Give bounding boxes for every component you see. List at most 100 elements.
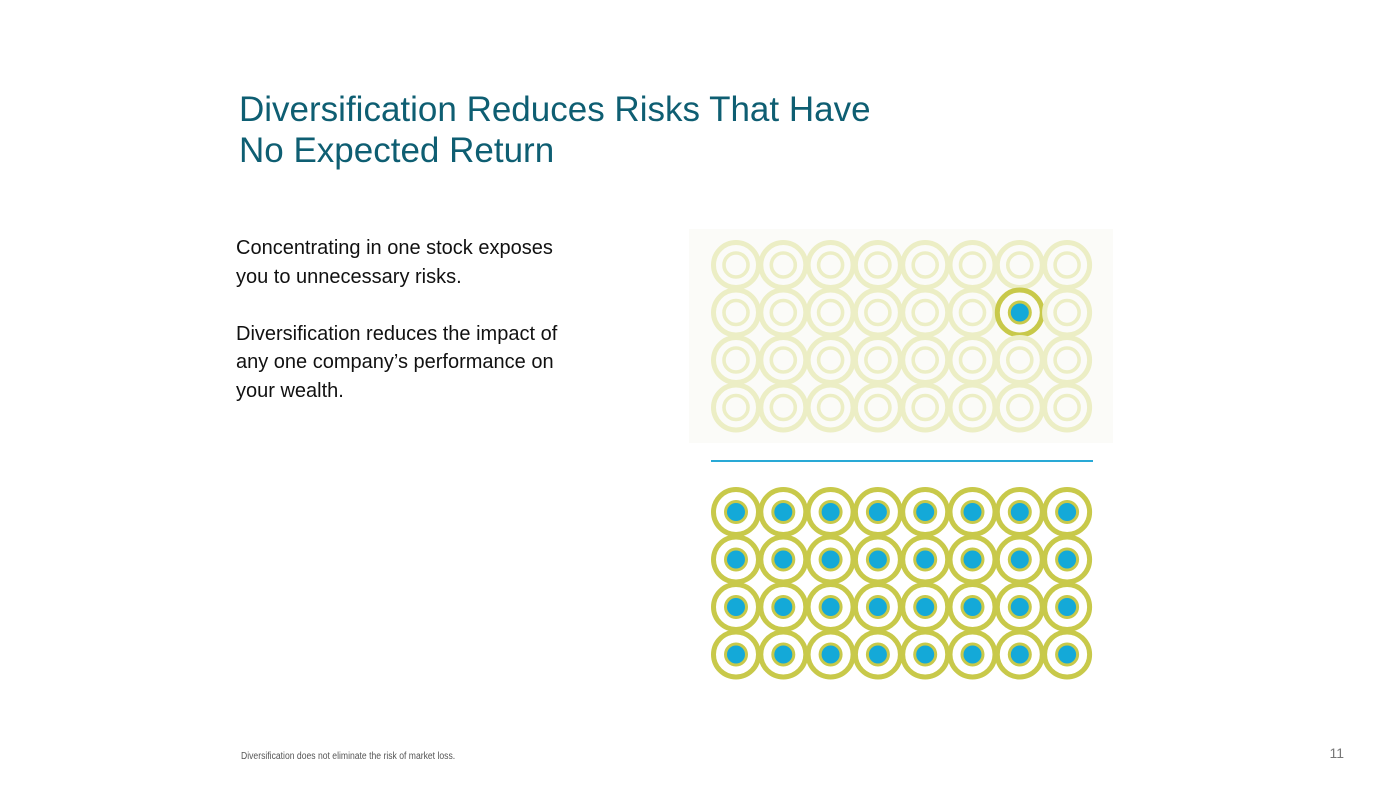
outer-ring bbox=[900, 382, 951, 433]
outer-ring bbox=[805, 240, 856, 290]
concentrated-ring-2-3 bbox=[805, 287, 856, 338]
diversified-ring-3-7 bbox=[994, 582, 1045, 632]
concentrated-ring-2-1 bbox=[711, 287, 761, 338]
concentrated-ring-1-4 bbox=[852, 240, 903, 290]
concentrated-ring-3-4 bbox=[852, 335, 903, 385]
outer-ring bbox=[947, 287, 998, 338]
outer-ring bbox=[1042, 335, 1093, 385]
outer-ring bbox=[852, 240, 903, 290]
diversified-ring-3-1 bbox=[711, 582, 761, 632]
inner-ring bbox=[958, 393, 987, 422]
diversified-ring-4-5 bbox=[900, 629, 951, 680]
diversified-ring-1-2 bbox=[758, 487, 809, 537]
concentrated-ring-2-8 bbox=[1042, 287, 1093, 338]
slide-title-line-2: No Expected Return bbox=[239, 131, 555, 170]
outer-ring bbox=[758, 335, 809, 385]
concentrated-ring-2-5 bbox=[900, 287, 951, 338]
inner-ring bbox=[864, 251, 892, 279]
outer-ring bbox=[994, 240, 1045, 290]
inner-ring bbox=[1005, 251, 1034, 279]
body-paragraph-diversification: Diversification reduces the impact of an… bbox=[236, 320, 616, 406]
outer-ring bbox=[711, 287, 761, 338]
diversified-ring-3-8 bbox=[1042, 582, 1093, 632]
inner-ring bbox=[722, 393, 750, 422]
concentrated-ring-4-2 bbox=[758, 382, 809, 433]
slide-title-line-1: Diversification Reduces Risks That Have bbox=[239, 90, 871, 129]
page-number: 11 bbox=[1329, 745, 1344, 761]
inner-ring bbox=[958, 251, 987, 279]
concentrated-ring-1-5 bbox=[900, 240, 951, 290]
outer-ring bbox=[1042, 629, 1093, 680]
inner-ring bbox=[816, 393, 845, 422]
inner-ring bbox=[816, 346, 845, 374]
outer-ring bbox=[900, 335, 951, 385]
diversified-ring-4-3 bbox=[805, 629, 856, 680]
outer-ring bbox=[805, 382, 856, 433]
core-dot bbox=[1010, 303, 1029, 322]
core-dot bbox=[868, 550, 887, 569]
core-dot bbox=[774, 503, 793, 521]
diversified-ring-1-3 bbox=[805, 487, 856, 537]
diversified-ring-4-6 bbox=[947, 629, 998, 680]
inner-ring bbox=[769, 251, 798, 279]
inner-ring bbox=[769, 393, 798, 422]
outer-ring bbox=[947, 240, 998, 290]
slide-title: Diversification Reduces Risks That Have … bbox=[239, 89, 939, 171]
outer-ring bbox=[900, 287, 951, 338]
diversified-ring-2-7 bbox=[994, 534, 1045, 585]
inner-ring bbox=[911, 346, 939, 374]
concentrated-ring-1-1 bbox=[711, 240, 761, 290]
diversified-portfolio-graphic bbox=[689, 476, 1113, 690]
concentrated-ring-3-5 bbox=[900, 335, 951, 385]
diversified-ring-4-2 bbox=[758, 629, 809, 680]
inner-ring bbox=[864, 393, 892, 422]
diversified-rings-grid bbox=[711, 487, 1093, 680]
inner-ring bbox=[769, 298, 798, 327]
concentrated-ring-1-3 bbox=[805, 240, 856, 290]
inner-ring bbox=[911, 393, 939, 422]
core-dot bbox=[963, 503, 982, 521]
core-dot bbox=[868, 598, 887, 616]
concentrated-ring-4-4 bbox=[852, 382, 903, 433]
footnote-disclaimer: Diversification does not eliminate the r… bbox=[241, 751, 456, 762]
outer-ring bbox=[805, 287, 856, 338]
outer-ring bbox=[758, 287, 809, 338]
core-dot bbox=[1010, 503, 1029, 521]
outer-ring bbox=[947, 382, 998, 433]
outer-ring bbox=[852, 335, 903, 385]
outer-ring bbox=[852, 382, 903, 433]
concentrated-ring-4-8 bbox=[1042, 382, 1093, 433]
diversified-ring-4-4 bbox=[852, 629, 903, 680]
outer-ring bbox=[994, 335, 1045, 385]
outer-ring bbox=[758, 382, 809, 433]
inner-ring bbox=[1005, 393, 1034, 422]
core-dot bbox=[821, 550, 840, 569]
outer-ring bbox=[711, 382, 761, 433]
concentrated-ring-4-7 bbox=[994, 382, 1045, 433]
body-paragraph-2-line-2: any one company’s performance on bbox=[236, 351, 554, 373]
outer-ring bbox=[711, 240, 761, 290]
graphic-divider bbox=[711, 460, 1093, 462]
diversified-ring-1-1 bbox=[711, 487, 761, 537]
body-paragraph-concentration: Concentrating in one stock exposes you t… bbox=[236, 234, 616, 291]
concentrated-ring-4-3 bbox=[805, 382, 856, 433]
concentrated-ring-3-6 bbox=[947, 335, 998, 385]
diversified-ring-1-7 bbox=[994, 487, 1045, 537]
body-text: Concentrating in one stock exposes you t… bbox=[236, 234, 616, 405]
inner-ring bbox=[769, 346, 798, 374]
core-dot bbox=[916, 550, 935, 569]
body-paragraph-1-line-2: you to unnecessary risks. bbox=[236, 265, 462, 288]
concentrated-ring-3-8 bbox=[1042, 335, 1093, 385]
concentrated-ring-4-5 bbox=[900, 382, 951, 433]
diversified-ring-4-1 bbox=[711, 629, 761, 680]
diversified-ring-3-5 bbox=[900, 582, 951, 632]
concentrated-ring-1-8 bbox=[1042, 240, 1093, 290]
diversified-ring-2-6 bbox=[947, 534, 998, 585]
core-dot bbox=[774, 598, 793, 616]
outer-ring bbox=[1042, 382, 1093, 433]
core-dot bbox=[963, 598, 982, 616]
core-dot bbox=[1058, 645, 1077, 664]
core-dot bbox=[1010, 550, 1029, 569]
concentrated-rings-grid bbox=[711, 240, 1093, 433]
core-dot bbox=[727, 550, 745, 569]
